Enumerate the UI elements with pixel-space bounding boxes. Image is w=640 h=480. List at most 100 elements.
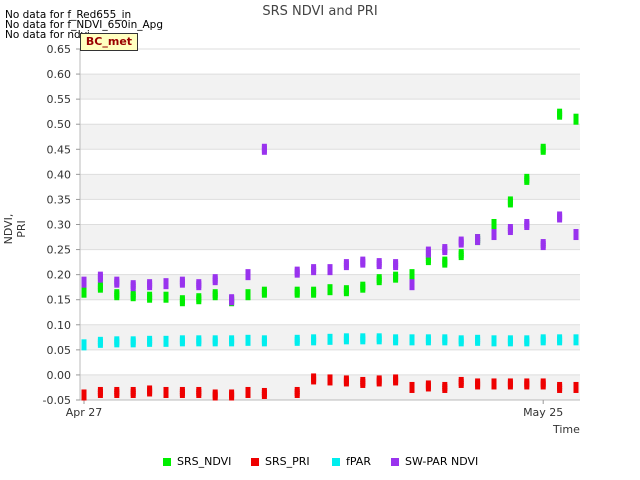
data-point-fpar	[458, 335, 464, 341]
legend-swatch-srs-ndvi	[163, 458, 171, 466]
data-point-srs-pri	[442, 381, 448, 387]
data-point-fpar	[245, 334, 251, 340]
y-tick-label: 0.55	[47, 93, 72, 106]
data-point-fpar	[442, 334, 448, 340]
data-point-fpar	[475, 334, 481, 340]
data-point-srs-pri	[179, 386, 185, 392]
data-point-srs-ndvi	[557, 108, 563, 114]
data-point-sw-par-ndvi	[540, 239, 546, 245]
y-tick-label: 0.25	[47, 244, 72, 257]
grid-band	[80, 174, 580, 200]
legend-label-srs-pri: SRS_PRI	[265, 455, 310, 468]
data-point-sw-par-ndvi	[114, 276, 120, 282]
no-data-note-1: No data for f_Red655_in	[5, 9, 132, 21]
data-point-fpar	[376, 333, 382, 339]
data-point-srs-pri	[81, 389, 87, 395]
y-tick-label: 0.40	[47, 168, 72, 181]
data-point-srs-pri	[212, 389, 218, 395]
grid-band	[80, 299, 580, 325]
legend-label-fpar: fPAR	[346, 455, 371, 468]
legend-swatch-fpar	[332, 458, 340, 466]
y-tick-label: 0.35	[47, 193, 72, 206]
data-point-sw-par-ndvi	[130, 280, 136, 286]
legend-label-srs-ndvi: SRS_NDVI	[177, 455, 232, 468]
data-point-srs-pri	[573, 381, 579, 387]
data-point-fpar	[294, 334, 300, 340]
data-point-srs-pri	[147, 385, 153, 391]
data-point-sw-par-ndvi	[294, 266, 300, 272]
data-point-sw-par-ndvi	[196, 279, 202, 285]
data-point-srs-pri	[540, 378, 546, 384]
data-point-sw-par-ndvi	[163, 278, 169, 284]
data-point-fpar	[179, 335, 185, 341]
legend-item-fpar: fPAR	[332, 455, 371, 468]
y-tick-label: 0.50	[47, 118, 72, 131]
x-tick-label: Apr 27	[66, 406, 103, 419]
y-tick-label: 0.20	[47, 269, 72, 282]
data-point-sw-par-ndvi	[212, 274, 218, 280]
data-point-srs-ndvi	[524, 173, 530, 179]
legend-item-srs-pri: SRS_PRI	[251, 455, 310, 468]
data-point-fpar	[311, 334, 317, 340]
grid-band	[80, 349, 580, 375]
data-point-srs-pri	[507, 378, 513, 384]
data-point-srs-pri	[524, 378, 530, 384]
data-point-srs-ndvi	[343, 285, 349, 291]
x-axis-label: Time	[553, 423, 580, 436]
legend-item-sw-par-ndvi: SW-PAR NDVI	[391, 455, 478, 468]
grid-band	[80, 124, 580, 150]
data-point-fpar	[540, 334, 546, 340]
data-point-sw-par-ndvi	[442, 244, 448, 250]
data-point-sw-par-ndvi	[343, 259, 349, 265]
legend-label-sw-par-ndvi: SW-PAR NDVI	[405, 455, 479, 468]
data-point-fpar	[573, 334, 579, 340]
data-point-sw-par-ndvi	[81, 276, 87, 282]
data-point-fpar	[114, 336, 120, 342]
y-tick-label: 0.65	[47, 43, 72, 56]
data-point-srs-ndvi	[114, 289, 120, 295]
data-point-srs-ndvi	[409, 269, 415, 275]
data-point-srs-ndvi	[393, 271, 399, 277]
data-point-fpar	[491, 335, 497, 341]
data-point-srs-ndvi	[573, 113, 579, 119]
data-point-sw-par-ndvi	[179, 276, 185, 282]
data-point-srs-pri	[360, 376, 366, 382]
data-point-fpar	[393, 334, 399, 340]
data-point-sw-par-ndvi	[261, 143, 267, 149]
data-point-sw-par-ndvi	[360, 256, 366, 262]
data-point-srs-pri	[491, 378, 497, 384]
no-data-note-2: No data for f_NDVI_650in_Apg	[5, 19, 163, 31]
data-point-sw-par-ndvi	[393, 259, 399, 265]
data-point-fpar	[343, 333, 349, 339]
site-badge: BC_met	[80, 33, 138, 51]
data-point-srs-ndvi	[327, 284, 333, 290]
data-point-srs-ndvi	[376, 274, 382, 280]
data-point-sw-par-ndvi	[376, 258, 382, 264]
no-data-note-3: No data for ndvi	[5, 29, 90, 41]
grid-band	[80, 74, 580, 100]
y-tick-label: 0.05	[47, 344, 72, 357]
data-point-srs-ndvi	[245, 289, 251, 295]
data-point-srs-ndvi	[81, 286, 87, 292]
data-point-srs-ndvi	[97, 281, 103, 287]
grid-band	[80, 224, 580, 250]
y-tick-label: 0.00	[47, 369, 72, 382]
data-point-sw-par-ndvi	[97, 271, 103, 277]
data-point-fpar	[229, 335, 235, 341]
grid-band	[80, 99, 580, 125]
legend-swatch-sw-par-ndvi	[391, 458, 399, 466]
data-point-srs-ndvi	[196, 293, 202, 299]
data-point-fpar	[196, 335, 202, 341]
data-point-fpar	[557, 334, 563, 340]
data-point-srs-pri	[130, 386, 136, 392]
data-point-srs-pri	[114, 386, 120, 392]
data-point-srs-pri	[458, 376, 464, 382]
data-point-srs-pri	[475, 378, 481, 384]
data-point-fpar	[409, 334, 415, 340]
data-point-srs-pri	[245, 386, 251, 392]
data-point-fpar	[163, 335, 169, 341]
x-tick-label: May 25	[523, 406, 563, 419]
data-point-srs-pri	[229, 389, 235, 395]
data-point-sw-par-ndvi	[245, 269, 251, 275]
